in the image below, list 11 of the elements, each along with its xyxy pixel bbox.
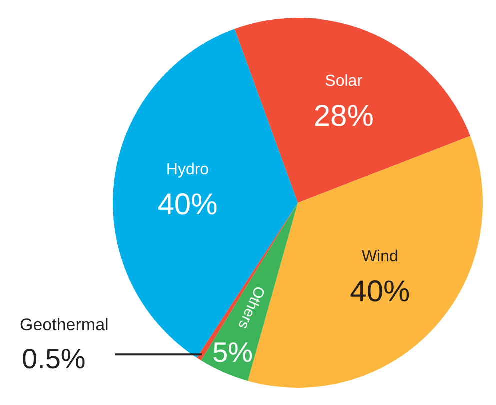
data-label: 0.5% [22, 344, 86, 375]
data-label: 28% [314, 100, 374, 133]
data-label: 40% [350, 276, 410, 309]
slice-label: Solar [325, 72, 364, 90]
slice-label: Geothermal [20, 316, 109, 335]
slice-label: Hydro [166, 161, 210, 178]
data-label: 5% [212, 336, 254, 368]
pie-slice [234, 18, 470, 203]
slice-label: Others [234, 284, 268, 332]
slice-label: Wind [362, 248, 398, 266]
data-label: 40% [158, 188, 218, 222]
